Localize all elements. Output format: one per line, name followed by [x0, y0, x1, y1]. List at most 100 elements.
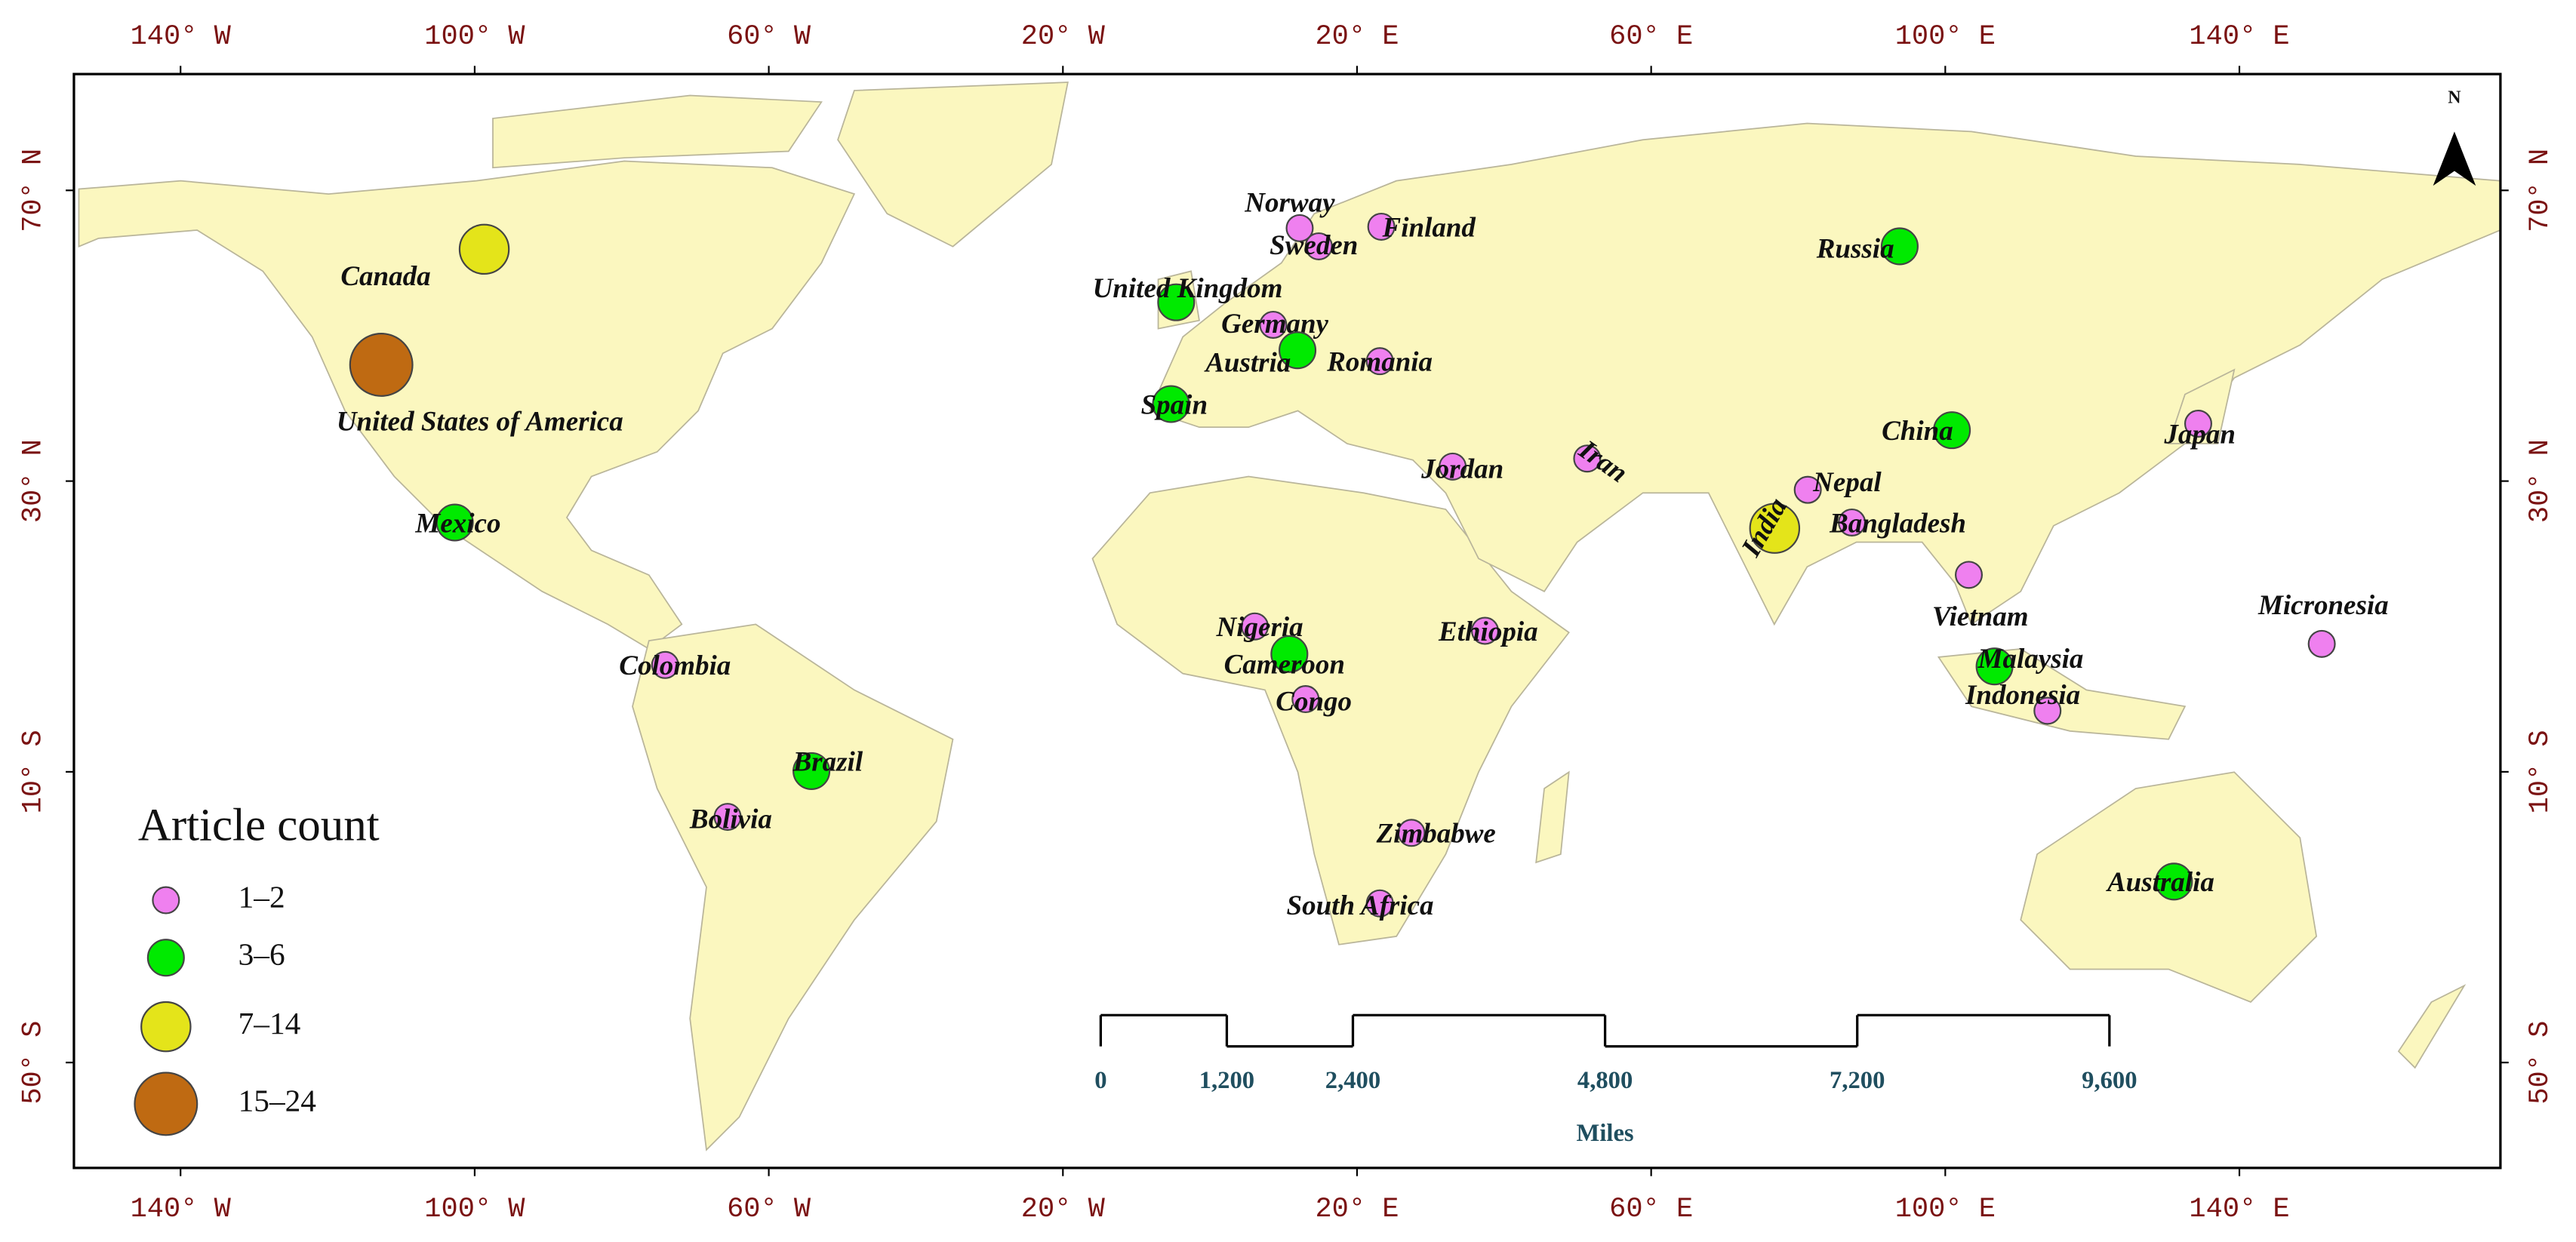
- scale-label: 2,400: [1325, 1067, 1380, 1094]
- x-tick-label: 20° E: [1315, 21, 1399, 53]
- country-label: United States of America: [337, 406, 623, 437]
- country-label: Bangladesh: [1829, 508, 1966, 539]
- country-marker: [792, 752, 831, 790]
- country-label: Ethiopia: [1438, 616, 1538, 647]
- scale-unit: Miles: [1577, 1120, 1634, 1147]
- legend-marker: [152, 886, 180, 915]
- country-marker: [1397, 819, 1426, 847]
- country-label: Cameroon: [1224, 650, 1345, 681]
- country-label: Bolivia: [689, 804, 772, 835]
- x-tick-label: 140° W: [131, 21, 232, 53]
- country-marker: [2155, 862, 2193, 901]
- country-label: Zimbabwe: [1376, 819, 1496, 850]
- country-label: Sweden: [1270, 230, 1358, 261]
- country-marker: [2033, 696, 2062, 725]
- country-label: Japan: [2163, 419, 2236, 450]
- country-label: Nepal: [1812, 467, 1882, 498]
- country-label: Mexico: [414, 508, 500, 539]
- legend-marker: [146, 939, 185, 977]
- country-marker: [1838, 508, 1867, 536]
- country-marker: [2307, 629, 2336, 658]
- country-label: Romania: [1326, 346, 1433, 377]
- legend-marker: [140, 1001, 192, 1053]
- country-marker: [1955, 561, 1984, 589]
- country-marker: [1573, 444, 1602, 473]
- legend-title: Article count: [138, 800, 380, 850]
- country-marker: [1291, 685, 1320, 714]
- x-tick-label: 20° W: [1021, 21, 1106, 53]
- legend-label: 3–6: [239, 937, 285, 972]
- country-marker: [1793, 475, 1822, 504]
- north-arrow: [2433, 131, 2476, 186]
- x-tick-label: 100° E: [1895, 21, 1996, 53]
- country-marker: [651, 650, 679, 679]
- legend-label: 7–14: [239, 1006, 301, 1041]
- country-marker: [1933, 411, 1971, 450]
- country-marker: [2184, 409, 2212, 438]
- x-tick-label: 60° E: [1609, 1194, 1693, 1225]
- x-tick-label: 140° E: [2189, 1194, 2289, 1225]
- y-tick-label: 70° N: [17, 149, 49, 232]
- country-label: Brazil: [792, 747, 863, 778]
- country-label: Russia: [1816, 233, 1894, 264]
- y-tick-label: 30° N: [17, 439, 49, 523]
- y-tick-label: 70° N: [2525, 149, 2556, 232]
- country-marker: [1241, 612, 1270, 641]
- north-label: N: [2448, 88, 2461, 107]
- country-label: Spain: [1141, 389, 1208, 420]
- x-tick-label: 140° W: [131, 1194, 232, 1225]
- legend-marker: [134, 1071, 199, 1136]
- y-tick-label: 10° S: [17, 730, 49, 813]
- country-marker: [1880, 227, 1919, 266]
- country-marker: [713, 803, 742, 832]
- country-label: Austria: [1204, 347, 1291, 378]
- y-tick-label: 50° S: [2525, 1021, 2556, 1105]
- scale-label: 0: [1094, 1067, 1106, 1094]
- scale-label: 9,600: [2082, 1067, 2137, 1094]
- x-tick-label: 100° E: [1895, 1194, 1996, 1225]
- x-tick-label: 20° E: [1315, 1194, 1399, 1225]
- country-marker: [349, 333, 414, 397]
- country-label: Norway: [1244, 187, 1335, 218]
- country-label: Australia: [2106, 867, 2214, 898]
- country-marker: [1259, 310, 1288, 339]
- x-tick-label: 60° W: [727, 1194, 811, 1225]
- country-marker: [1285, 214, 1314, 242]
- country-label: Congo: [1276, 687, 1352, 718]
- land: [78, 81, 2501, 1151]
- country-label: South Africa: [1287, 890, 1434, 921]
- y-tick-label: 10° S: [2525, 730, 2556, 813]
- country-label: Jordan: [1420, 453, 1503, 484]
- country-marker: [1470, 616, 1499, 645]
- x-tick-label: 60° E: [1609, 21, 1693, 53]
- x-tick-label: 60° W: [727, 21, 811, 53]
- scale-label: 1,200: [1199, 1067, 1254, 1094]
- country-marker: [458, 223, 510, 275]
- country-marker: [1279, 331, 1317, 370]
- country-label: Canada: [340, 261, 430, 292]
- country-label: Finland: [1382, 212, 1476, 243]
- country-marker: [1152, 385, 1190, 423]
- scale-label: 7,200: [1830, 1067, 1885, 1094]
- country-label: Germany: [1221, 309, 1328, 340]
- country-marker: [1367, 212, 1396, 241]
- country-label: Micronesia: [2257, 590, 2389, 621]
- x-tick-label: 20° W: [1021, 1194, 1106, 1225]
- country-label: Malaysia: [1977, 644, 2084, 675]
- x-tick-label: 140° E: [2189, 21, 2289, 53]
- country-marker: [1749, 503, 1801, 554]
- y-tick-label: 30° N: [2525, 439, 2556, 523]
- x-tick-label: 100° W: [424, 1194, 525, 1225]
- map-frame: [72, 72, 2502, 1170]
- country-marker: [1270, 635, 1309, 673]
- scale-label: 4,800: [1577, 1067, 1633, 1094]
- y-tick-label: 50° S: [17, 1021, 49, 1105]
- country-label: United Kingdom: [1093, 273, 1283, 304]
- country-marker: [1365, 347, 1394, 376]
- country-marker: [1365, 889, 1394, 918]
- country-label: Indonesia: [1965, 680, 2080, 711]
- country-marker: [1304, 232, 1333, 260]
- country-label: China: [1882, 416, 1953, 447]
